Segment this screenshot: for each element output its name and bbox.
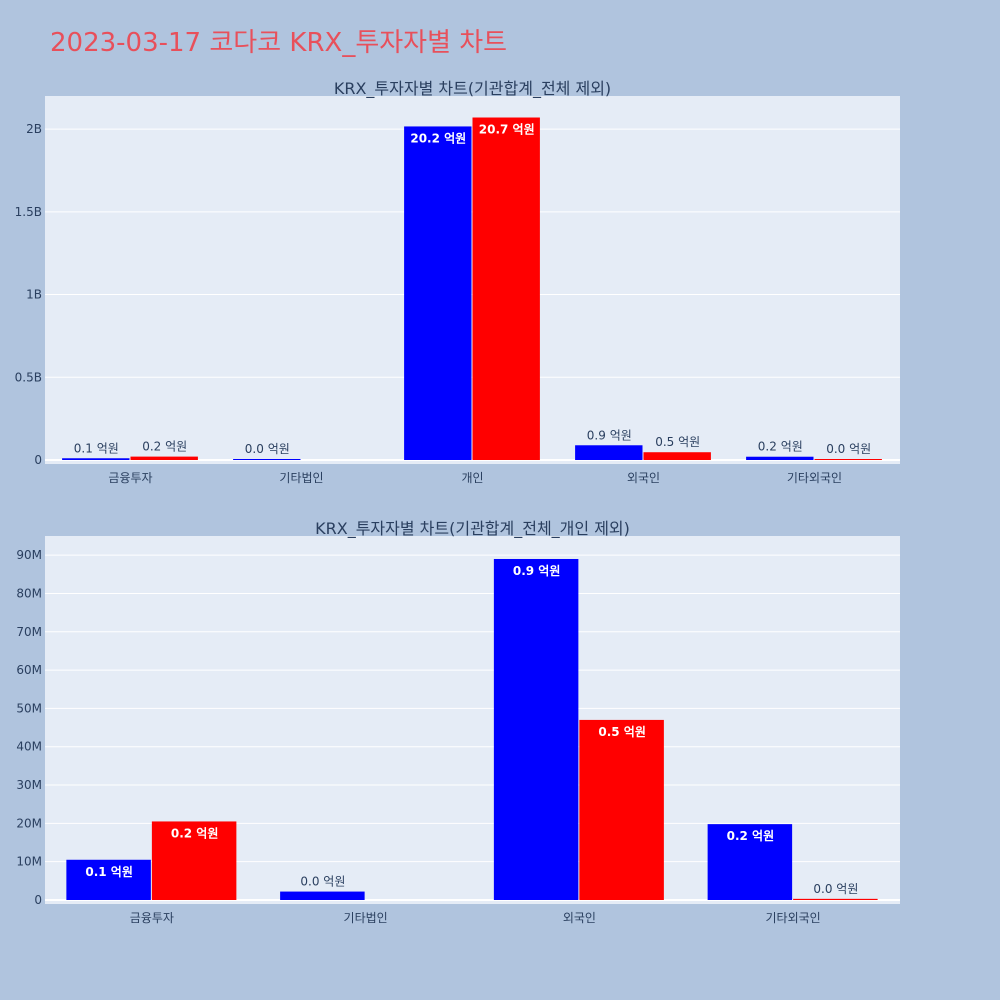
data-label: 0.9 억원 (587, 428, 632, 442)
data-label: 0.5 억원 (655, 435, 700, 449)
bar (233, 459, 301, 460)
bar (575, 445, 643, 460)
investor-chart-excl-individual: KRX_투자자별 차트(기관합계_전체_개인 제외) 0 10M 20M 30M 40M 5… (16, 519, 900, 925)
y-tick-label: 0.5B (15, 370, 42, 384)
x-tick-label: 기타외국인 (787, 471, 842, 485)
bar (62, 458, 130, 460)
bar (579, 719, 664, 900)
chart-title: KRX_투자자별 차트(기관합계_전체_개인 제외) (315, 519, 630, 539)
page-title: 2023-03-17 코다코 KRX_투자자별 차트 (50, 28, 508, 58)
data-label: 0.2 억원 (171, 826, 219, 840)
data-label: 0.5 억원 (598, 725, 646, 739)
y-tick-label: 2B (26, 122, 42, 136)
data-label: 0.1 억원 (74, 441, 119, 455)
y-tick-label: 20M (16, 816, 42, 830)
chart-title: KRX_투자자별 차트(기관합계_전체 제외) (334, 79, 611, 99)
data-label: 0.0 억원 (826, 442, 871, 456)
data-label: 0.2 억원 (758, 440, 803, 454)
y-tick-label: 1.5B (15, 205, 42, 219)
x-tick-label: 외국인 (627, 471, 660, 485)
y-tick-label: 0 (34, 453, 42, 467)
data-label: 0.0 억원 (300, 875, 345, 889)
investor-chart-all: KRX_투자자별 차트(기관합계_전체 제외) 0 0.5B 1B 1.5B 2B 금융투자… (15, 79, 900, 485)
data-label: 0.2 억원 (727, 829, 775, 843)
bar (746, 456, 814, 460)
y-tick-label: 30M (16, 778, 42, 792)
y-tick-label: 40M (16, 740, 42, 754)
bar (130, 456, 198, 460)
bar (66, 859, 151, 900)
bar (643, 452, 711, 460)
y-tick-label: 80M (16, 586, 42, 600)
x-tick-label: 금융투자 (108, 471, 152, 485)
bar (280, 891, 365, 900)
data-label: 20.2 억원 (410, 131, 466, 145)
data-label: 20.7 억원 (479, 123, 535, 137)
y-tick-label: 60M (16, 663, 42, 677)
bar (814, 459, 882, 460)
data-label: 0.2 억원 (142, 440, 187, 454)
bar (793, 898, 878, 900)
x-tick-label: 기타외국인 (766, 911, 821, 925)
data-label: 0.9 억원 (513, 564, 561, 578)
x-tick-label: 외국인 (563, 911, 596, 925)
y-tick-label: 70M (16, 625, 42, 639)
bar (493, 558, 579, 900)
bar (707, 824, 793, 900)
bar (404, 126, 472, 460)
y-tick-label: 50M (16, 701, 42, 715)
x-tick-label: 개인 (461, 471, 483, 485)
y-tick-label: 0 (34, 893, 42, 907)
y-tick-label: 1B (26, 288, 42, 302)
data-label: 0.0 억원 (813, 882, 858, 896)
data-label: 0.1 억원 (85, 865, 133, 879)
data-label: 0.0 억원 (245, 442, 290, 456)
bar (472, 117, 540, 460)
y-tick-label: 90M (16, 548, 42, 562)
bar (151, 821, 237, 900)
y-tick-label: 10M (16, 855, 42, 869)
x-tick-label: 기타법인 (344, 911, 388, 925)
x-tick-label: 금융투자 (130, 911, 174, 925)
x-tick-label: 기타법인 (279, 471, 323, 485)
